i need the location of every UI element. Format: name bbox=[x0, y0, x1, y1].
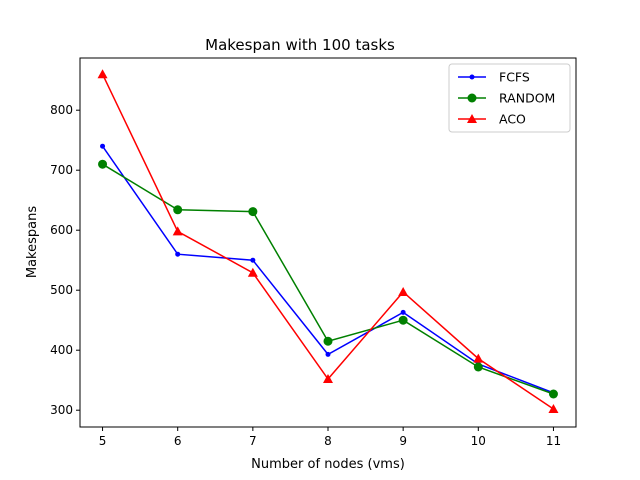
aco-point bbox=[398, 287, 409, 296]
x-axis-label: Number of nodes (vms) bbox=[251, 457, 405, 472]
series-random bbox=[98, 159, 558, 399]
aco-point bbox=[473, 353, 484, 363]
x-tick-label: 7 bbox=[249, 434, 257, 448]
legend-marker bbox=[467, 114, 477, 123]
aco-point bbox=[548, 404, 559, 413]
y-tick-label: 400 bbox=[50, 343, 73, 357]
random-point bbox=[323, 336, 333, 346]
random-point bbox=[473, 362, 483, 372]
legend-label: ACO bbox=[499, 112, 526, 127]
fcfs-point bbox=[175, 251, 181, 257]
random-point bbox=[248, 207, 258, 217]
y-tick-label: 300 bbox=[50, 403, 73, 417]
legend-marker bbox=[469, 74, 475, 80]
series-lines bbox=[97, 69, 559, 413]
legend-item-fcfs: FCFS bbox=[458, 70, 530, 85]
random-point bbox=[548, 389, 558, 399]
chart-title: Makespan with 100 tasks bbox=[205, 36, 395, 54]
y-axis-label: Makespans bbox=[25, 206, 40, 278]
legend: FCFS RANDOM ACO bbox=[448, 63, 571, 133]
fcfs-point bbox=[325, 351, 331, 357]
random-point bbox=[98, 159, 108, 169]
x-tick-label: 5 bbox=[99, 434, 107, 448]
series-aco bbox=[97, 69, 559, 413]
y-tick-label: 500 bbox=[50, 283, 73, 297]
y-tick-label: 700 bbox=[50, 163, 73, 177]
aco-point bbox=[323, 374, 333, 383]
legend-item-aco: ACO bbox=[458, 112, 526, 127]
y-tick-label: 800 bbox=[50, 103, 73, 117]
y-tick-label: 600 bbox=[50, 223, 73, 237]
x-tick-label: 11 bbox=[546, 434, 561, 448]
legend-item-random: RANDOM bbox=[458, 91, 555, 106]
aco-point bbox=[97, 69, 108, 79]
axis-ticks: 5 6 7 8 9 10 11 300 400 500 600 700 800 bbox=[50, 103, 561, 448]
aco-point bbox=[172, 226, 183, 236]
legend-marker bbox=[467, 93, 477, 103]
legend-label: RANDOM bbox=[499, 91, 555, 106]
fcfs-point bbox=[250, 257, 256, 263]
fcfs-point bbox=[400, 309, 406, 315]
legend-label: FCFS bbox=[499, 70, 530, 85]
random-point bbox=[398, 315, 408, 325]
random-point bbox=[173, 205, 183, 215]
x-tick-label: 6 bbox=[174, 434, 182, 448]
legend-box bbox=[448, 63, 571, 133]
x-tick-label: 9 bbox=[399, 434, 407, 448]
fcfs-point bbox=[100, 143, 106, 149]
x-tick-label: 10 bbox=[471, 434, 486, 448]
x-tick-label: 8 bbox=[324, 434, 332, 448]
aco-point bbox=[247, 267, 258, 277]
